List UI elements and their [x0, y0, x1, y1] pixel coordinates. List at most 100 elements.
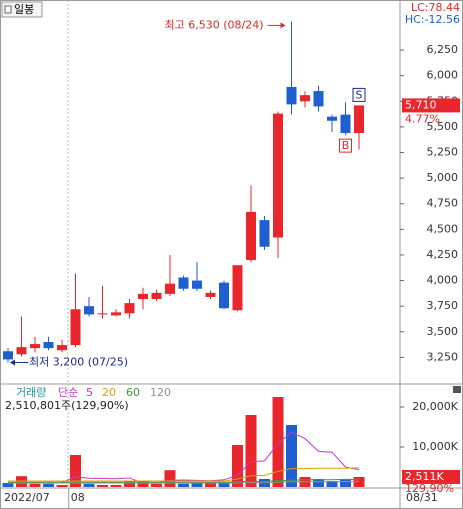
candle-body	[273, 113, 283, 238]
ma-line	[8, 467, 360, 482]
candle-body	[43, 342, 54, 349]
candle-body	[70, 309, 81, 346]
candle-body	[151, 292, 162, 300]
volume-bar	[205, 483, 216, 487]
y-tick-label: 5,500	[427, 120, 459, 133]
candle-body	[286, 86, 297, 105]
trade-marker-label: B	[342, 139, 350, 152]
legend-entry: 120	[150, 386, 171, 399]
volume-bar	[137, 481, 149, 487]
legend-entry: 60	[126, 386, 140, 399]
candle-body	[84, 306, 94, 315]
low-annotation: 최저 3,200 (07/25)	[29, 356, 128, 369]
last-price-box	[402, 98, 460, 113]
volume-bar	[110, 485, 122, 487]
y-tick-label: 5,250	[427, 146, 459, 159]
y-tick-label: 6,000	[427, 69, 459, 82]
candle-body	[30, 344, 40, 349]
y-tick-label: 20,000K	[412, 400, 458, 413]
legend-entry: 20	[102, 386, 116, 399]
candle-body	[327, 116, 337, 121]
volume-bar	[16, 476, 27, 487]
candle-body	[3, 351, 13, 360]
candle-body	[97, 313, 108, 315]
y-tick-label: 4,750	[427, 197, 459, 210]
candle-body	[111, 312, 121, 316]
y-tick-label: 3,500	[427, 325, 459, 338]
period-icon	[4, 5, 12, 14]
y-tick-label: 3,750	[427, 299, 459, 312]
volume-bar	[151, 483, 162, 487]
volume-bar	[340, 479, 351, 487]
volume-bar	[272, 397, 284, 487]
last-price-label: 5,710	[405, 98, 437, 111]
volume-bar	[29, 483, 41, 487]
volume-ratio: 129,90%	[405, 482, 454, 495]
candle-body	[340, 114, 351, 134]
volume-bar	[232, 445, 243, 487]
volume-bar	[56, 485, 68, 487]
candle-body	[178, 277, 189, 289]
period-button[interactable]	[1, 1, 43, 18]
ma-line	[8, 480, 359, 484]
candle-body	[354, 105, 364, 134]
candle-body	[16, 347, 27, 355]
legend-entry: 5	[86, 386, 93, 399]
volume-bar	[353, 476, 365, 487]
candle-body	[232, 265, 243, 311]
candle-body	[138, 293, 148, 300]
ma-line	[8, 478, 359, 483]
x-tick-label: 08	[71, 491, 85, 504]
trade-marker	[339, 138, 352, 153]
high-arrowhead	[280, 22, 286, 29]
low-arrowhead	[10, 359, 15, 366]
trade-marker-label: S	[356, 88, 363, 101]
change-label: 4.77%	[405, 112, 440, 125]
volume-bar	[286, 425, 297, 487]
x-tick-label: 2022/07	[4, 491, 50, 504]
y-tick-label: 4,250	[427, 248, 459, 261]
candle-body	[165, 283, 175, 294]
volume-bar	[245, 415, 257, 487]
volume-bar	[218, 482, 230, 487]
volume-bar	[178, 483, 189, 487]
volume-bar	[83, 483, 95, 487]
candle-body	[205, 292, 216, 297]
candle-body	[219, 282, 229, 309]
volume-bar	[124, 481, 135, 487]
y-tick-label: 5,000	[427, 171, 459, 184]
candle-body	[313, 91, 324, 107]
period-label: 일봉	[14, 2, 34, 16]
last-volume-label: 2,511K	[405, 470, 444, 483]
ma-legend-label: 단순	[58, 386, 78, 399]
trade-marker	[352, 87, 366, 102]
volume-bar	[43, 483, 54, 487]
candle-body	[192, 280, 202, 289]
candle-body	[124, 303, 135, 314]
last-volume-box	[402, 469, 460, 484]
volume-bar	[191, 483, 203, 487]
volume-bar	[164, 470, 176, 487]
y-tick-label: 10,000K	[412, 440, 458, 453]
y-tick-label: 4,500	[427, 222, 459, 235]
x-tick-label: 08/31	[406, 491, 438, 504]
volume-summary: 2,510,801주(129,90%)	[5, 399, 129, 412]
hc-indicator: HC:-12.56	[405, 13, 460, 26]
candle-body	[300, 95, 310, 102]
volume-bar	[2, 483, 14, 487]
y-tick-label: 6,250	[427, 43, 459, 56]
lc-indicator: LC:78.44	[411, 1, 460, 14]
y-tick-label: 4,000	[427, 274, 459, 287]
y-tick-label: 3,250	[427, 350, 459, 363]
candle-body	[246, 211, 256, 261]
candle-body	[259, 220, 270, 247]
volume-bar	[326, 481, 338, 487]
high-annotation: 최고 6,530 (08/24)	[164, 18, 263, 31]
panel-menu-button[interactable]	[453, 386, 461, 393]
volume-bar	[313, 479, 324, 487]
volume-bar	[97, 485, 108, 487]
candle-body	[57, 345, 67, 351]
volume-bar	[70, 455, 81, 487]
